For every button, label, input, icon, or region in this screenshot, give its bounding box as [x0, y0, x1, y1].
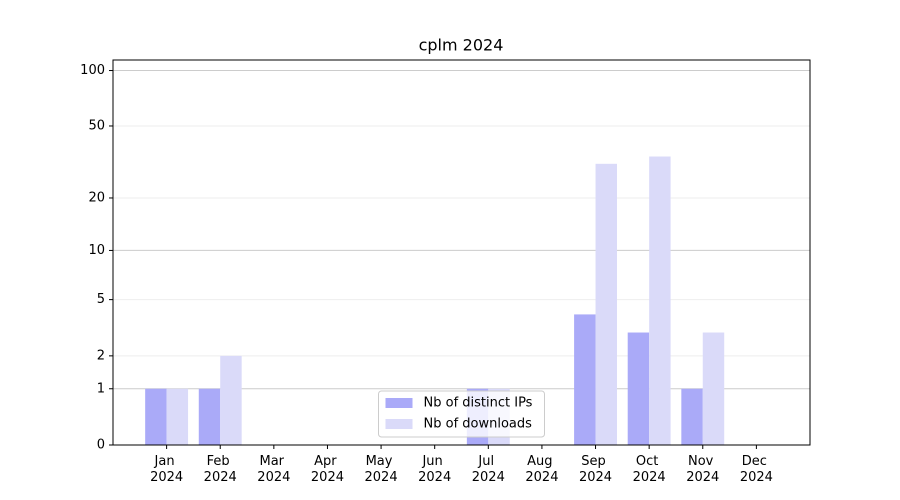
x-tick-label: Jun 2024 [418, 454, 451, 485]
legend-box [378, 390, 545, 438]
y-tick-label: 2 [97, 348, 105, 363]
chart-title: cplm 2024 [419, 36, 504, 55]
bar [649, 156, 671, 445]
y-tick-label: 100 [80, 63, 105, 78]
bar [198, 388, 221, 445]
bar [145, 388, 167, 445]
bar [166, 388, 189, 445]
x-tick-label: Feb 2024 [204, 454, 237, 485]
y-tick-label: 1 [97, 381, 105, 396]
x-tick-label: Jul 2024 [472, 454, 505, 485]
bar [627, 332, 650, 445]
x-tick-label: Jan 2024 [150, 454, 183, 485]
x-tick-label: May 2024 [365, 454, 398, 485]
legend-swatch [385, 419, 413, 429]
bar [702, 332, 725, 445]
bar [220, 355, 242, 445]
x-tick-label: Apr 2024 [311, 454, 344, 485]
bar [595, 163, 617, 445]
x-tick-label: Nov 2024 [686, 454, 719, 485]
y-tick-label: 20 [88, 190, 105, 205]
x-tick-label: Sep 2024 [579, 454, 612, 485]
y-tick-label: 0 [97, 438, 105, 453]
x-tick-label: Mar 2024 [257, 454, 290, 485]
x-tick-label: Aug 2024 [525, 454, 558, 485]
x-tick-label: Oct 2024 [633, 454, 666, 485]
bar [574, 314, 596, 445]
legend-label: Nb of distinct IPs [424, 396, 533, 411]
legend-label: Nb of downloads [424, 417, 533, 432]
plot-frame [112, 59, 811, 446]
y-tick-label: 10 [88, 243, 105, 258]
legend-swatch [385, 398, 413, 408]
y-tick-label: 5 [97, 292, 105, 307]
y-tick-label: 50 [88, 118, 105, 133]
x-tick-label: Dec 2024 [740, 454, 773, 485]
bar [681, 388, 703, 445]
